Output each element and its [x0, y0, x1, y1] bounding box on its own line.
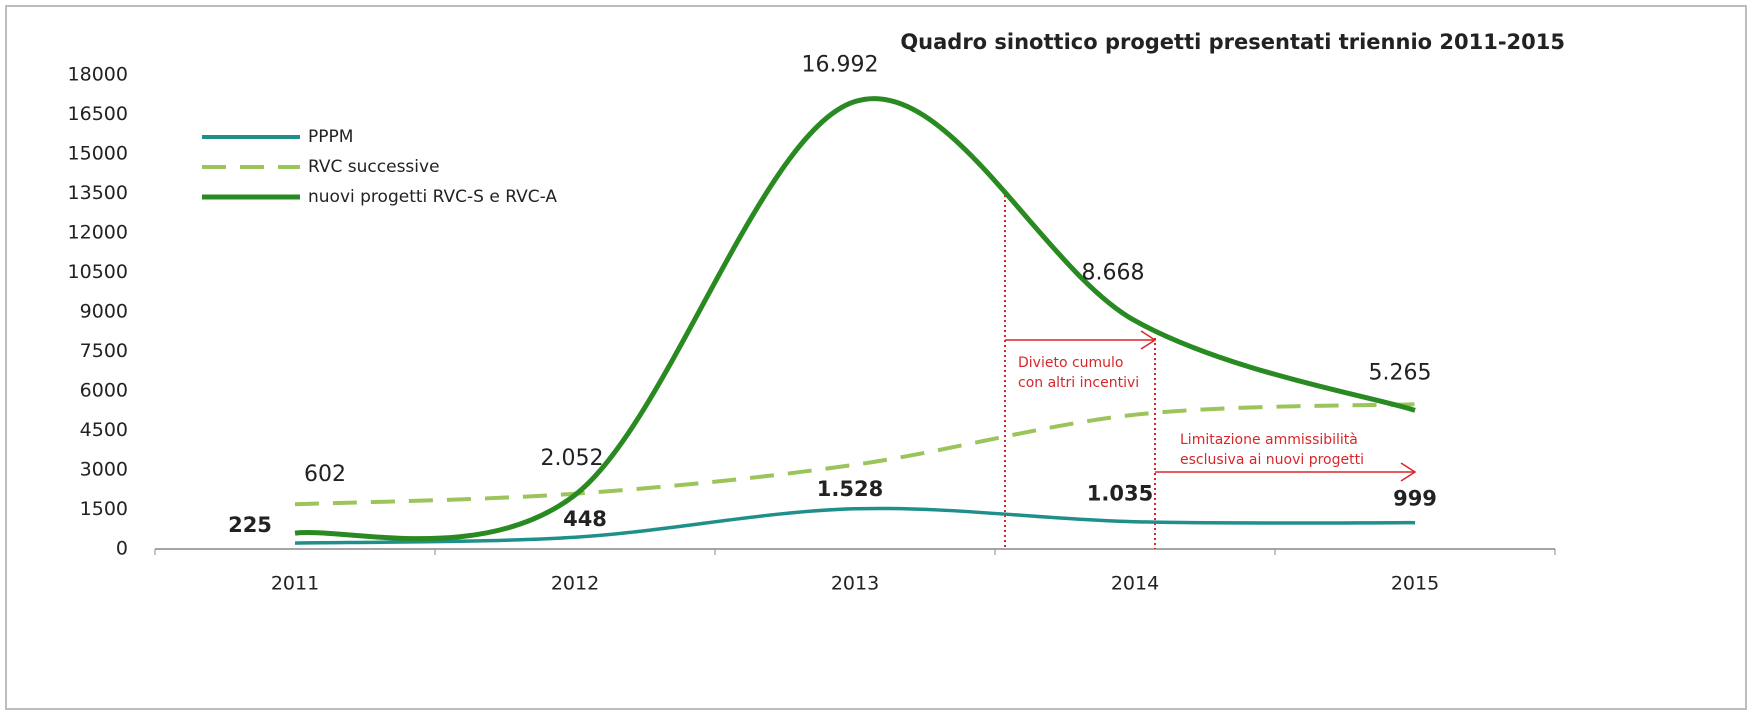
y-tick-label: 18000	[68, 64, 128, 86]
y-tick-label: 9000	[80, 301, 128, 323]
series-line	[294, 506, 1416, 545]
legend-label: RVC successive	[308, 157, 440, 177]
y-tick-label: 13500	[68, 182, 128, 204]
y-tick-label: 6000	[80, 380, 128, 402]
y-tick-label: 15000	[68, 143, 128, 165]
data-label: 602	[304, 462, 346, 487]
legend-label: nuovi progetti RVC-S e RVC-A	[308, 187, 557, 207]
data-label: 5.265	[1369, 360, 1432, 385]
data-label: 8.668	[1082, 261, 1145, 286]
data-label: 1.035	[1087, 482, 1153, 506]
y-tick-label: 0	[116, 538, 128, 560]
data-label: 448	[563, 507, 607, 531]
annotation: Limitazione ammissibilità	[1180, 432, 1358, 448]
annotation: con altri incentivi	[1018, 375, 1139, 391]
y-tick-label: 1500	[80, 498, 128, 520]
x-tick-label: 2012	[551, 573, 599, 595]
y-tick-label: 16500	[68, 103, 128, 125]
data-label: 16.992	[802, 53, 879, 78]
frame	[5, 5, 1747, 710]
y-tick-label: 10500	[68, 261, 128, 283]
annotation-arrow-head	[1140, 330, 1157, 350]
chart-title: Quadro sinottico progetti presentati tri…	[900, 30, 1565, 54]
x-tick-label: 2014	[1111, 573, 1159, 595]
y-tick-label: 4500	[80, 419, 128, 441]
y-tick-label: 3000	[80, 459, 128, 481]
annotation: Divieto cumulo	[1018, 355, 1124, 371]
x-tick-label: 2013	[831, 573, 879, 595]
data-label: 1.528	[817, 477, 883, 501]
data-label: 999	[1393, 487, 1437, 511]
x-tick-label: 2015	[1391, 573, 1439, 595]
series-line	[294, 96, 1416, 542]
y-tick-label: 7500	[80, 340, 128, 362]
x-tick-label: 2011	[271, 573, 319, 595]
y-tick-label: 12000	[68, 222, 128, 244]
legend-label: PPPM	[308, 127, 353, 147]
data-label: 225	[228, 513, 272, 537]
data-label: 2.052	[541, 446, 604, 471]
annotation: esclusiva ai nuovi progetti	[1180, 452, 1364, 468]
annotation-arrow-head	[1400, 462, 1417, 482]
